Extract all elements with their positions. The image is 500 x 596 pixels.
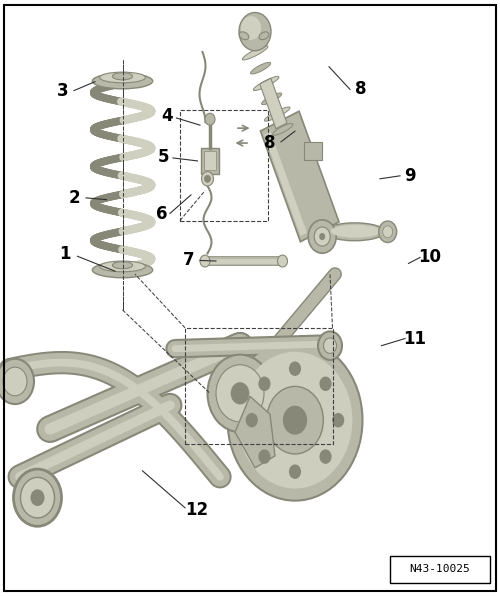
Ellipse shape: [92, 73, 152, 89]
Ellipse shape: [259, 32, 269, 40]
Circle shape: [204, 175, 210, 182]
Circle shape: [258, 449, 270, 464]
Text: 2: 2: [68, 189, 80, 207]
Bar: [204, 151, 216, 170]
Circle shape: [239, 13, 271, 51]
Polygon shape: [242, 46, 268, 60]
Circle shape: [238, 352, 352, 489]
Polygon shape: [260, 111, 339, 242]
Circle shape: [324, 338, 336, 353]
Polygon shape: [254, 76, 279, 91]
Polygon shape: [235, 396, 275, 468]
Ellipse shape: [239, 32, 249, 40]
Circle shape: [14, 469, 62, 526]
Circle shape: [216, 365, 264, 422]
Circle shape: [320, 377, 332, 391]
Polygon shape: [262, 93, 282, 105]
Text: 5: 5: [158, 148, 169, 166]
Text: 7: 7: [183, 252, 195, 269]
Circle shape: [266, 386, 324, 454]
Ellipse shape: [100, 261, 146, 272]
Circle shape: [289, 464, 301, 479]
Circle shape: [241, 16, 261, 40]
Ellipse shape: [112, 262, 132, 269]
Text: 6: 6: [156, 205, 167, 223]
Text: 9: 9: [404, 167, 416, 185]
Ellipse shape: [324, 223, 384, 241]
Circle shape: [318, 331, 342, 360]
Text: 1: 1: [60, 246, 71, 263]
Circle shape: [208, 355, 272, 432]
Circle shape: [314, 227, 330, 246]
Text: 8: 8: [355, 80, 367, 98]
Circle shape: [3, 367, 27, 396]
Circle shape: [283, 406, 307, 434]
Polygon shape: [264, 132, 307, 236]
Ellipse shape: [100, 72, 146, 83]
Circle shape: [332, 413, 344, 427]
Circle shape: [378, 221, 396, 243]
Circle shape: [200, 255, 210, 267]
Circle shape: [319, 233, 325, 240]
Circle shape: [320, 449, 332, 464]
Polygon shape: [272, 123, 293, 135]
Circle shape: [202, 172, 213, 186]
Text: 8: 8: [264, 134, 276, 152]
Text: 10: 10: [418, 249, 442, 266]
Polygon shape: [264, 107, 290, 121]
Text: N43-10025: N43-10025: [410, 564, 470, 575]
Bar: [201, 148, 219, 174]
Polygon shape: [260, 78, 287, 129]
Bar: [390, 556, 490, 583]
Bar: [304, 142, 322, 160]
Text: 12: 12: [185, 501, 208, 519]
Circle shape: [0, 359, 34, 404]
Circle shape: [30, 489, 44, 506]
Bar: [185, 328, 332, 444]
Polygon shape: [250, 63, 270, 74]
Ellipse shape: [330, 225, 380, 238]
Circle shape: [258, 377, 270, 391]
Circle shape: [231, 383, 249, 404]
Circle shape: [20, 477, 54, 518]
Circle shape: [308, 220, 336, 253]
Ellipse shape: [92, 262, 152, 278]
Bar: [180, 110, 268, 221]
Circle shape: [228, 340, 362, 501]
Text: 4: 4: [162, 107, 173, 125]
Ellipse shape: [112, 73, 132, 80]
Circle shape: [382, 226, 392, 238]
Circle shape: [246, 413, 258, 427]
Circle shape: [289, 361, 301, 376]
Text: 11: 11: [404, 330, 426, 347]
Circle shape: [278, 255, 287, 267]
Circle shape: [205, 113, 215, 125]
Text: 3: 3: [56, 82, 68, 100]
